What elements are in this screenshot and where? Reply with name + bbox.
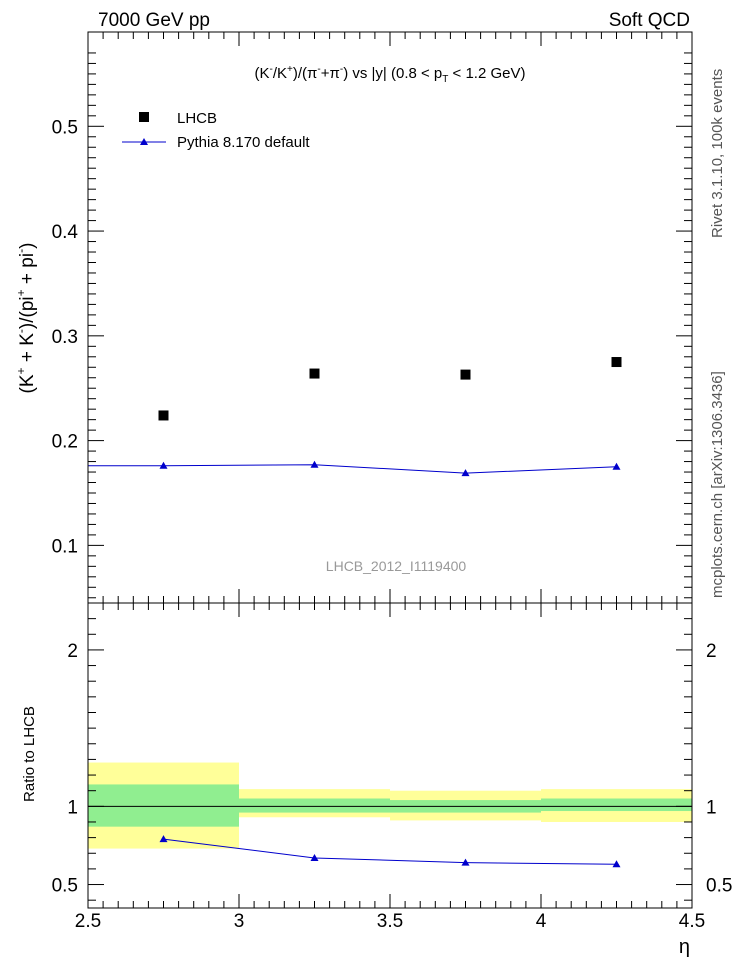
title-part: +: [287, 64, 293, 75]
x-tick-label: 2.5: [75, 911, 101, 932]
ylabel-part: -: [14, 329, 28, 333]
pythia-point: [159, 461, 168, 469]
title-part: T: [442, 74, 448, 85]
ylabel-part: + pi: [17, 253, 38, 289]
main-y-tick-labels: 0.1 0.2 0.3 0.4 0.5: [52, 117, 79, 557]
y-tick-label: 0.5: [52, 117, 78, 138]
x-tick-label: 4: [536, 911, 547, 932]
title-part: -: [317, 64, 320, 75]
ratio-pythia-point: [461, 858, 470, 866]
x-tick-label: 4.5: [679, 911, 705, 932]
ylabel-part: ): [17, 243, 38, 249]
lhcb-point: [309, 368, 320, 379]
lhcb-point: [611, 357, 622, 368]
ratio-y-tick-label-right: 0.5: [706, 876, 732, 897]
ylabel-part: -: [14, 249, 28, 253]
title-part: ) vs |y| (0.8 < p: [343, 65, 442, 82]
ratio-band-inner: [88, 784, 239, 827]
title-part: (K: [255, 65, 270, 82]
ratio-panel: 0.5 0.5 1 1 2 2 2.5 3 3.5 4 4.5 Ratio to LHCB η: [21, 602, 733, 958]
ratio-y-axis-label: Ratio to LHCB: [21, 706, 38, 802]
ylabel-part: (K: [17, 374, 38, 393]
ratio-pythia-point: [310, 853, 319, 861]
main-series: [88, 357, 622, 477]
y-tick-label: 0.4: [52, 222, 79, 243]
ratio-pythia-point: [159, 835, 168, 843]
ratio-axis-ticks: [87, 603, 693, 908]
ratio-band-inner: [239, 798, 390, 813]
ratio-y-tick-label: 0.5: [52, 876, 78, 897]
y-tick-label: 0.1: [52, 536, 78, 557]
pythia-line: [163, 464, 617, 474]
ylabel-part: +: [14, 367, 28, 374]
ylabel-part: )/(pi: [17, 296, 38, 329]
ratio-y-tick-labels: 0.5 0.5 1 1 2 2: [52, 641, 733, 897]
title-part: )/(π: [293, 65, 318, 82]
pythia-point: [461, 469, 470, 477]
title-part: +π: [321, 65, 340, 82]
ratio-frame: [87, 602, 693, 909]
ratio-y-tick-label-right: 2: [706, 641, 717, 662]
title-part: < 1.2 GeV): [448, 65, 525, 82]
ylabel-part: + K: [17, 333, 38, 368]
mcplots-label: mcplots.cern.ch [arXiv:1306.3436]: [709, 371, 726, 598]
watermark: LHCB_2012_I1119400: [326, 558, 467, 574]
title-part: /K: [273, 65, 287, 82]
plot-title: (K-/K+)/(π-+π-) vs |y| (0.8 < pT < 1.2 G…: [255, 64, 526, 85]
header-left: 7000 GeV pp: [98, 10, 210, 31]
main-axis-ticks: [87, 32, 693, 603]
x-tick-label: 3.5: [377, 911, 403, 932]
header-right: Soft QCD: [609, 10, 690, 31]
main-panel: 0.10.20.30.40.5 (K-/K+)/(π-+π-) vs |y| (…: [14, 31, 693, 604]
lhcb-point: [158, 410, 169, 421]
ylabel-part: +: [14, 289, 28, 296]
pythia-point: [612, 462, 621, 470]
y-tick-label: 0.2: [52, 432, 78, 453]
ratio-pythia-point: [612, 860, 621, 868]
lhcb-point: [460, 369, 471, 380]
ratio-series: [159, 835, 621, 868]
legend-pythia-label: Pythia 8.170 default: [177, 134, 310, 151]
title-part: -: [270, 64, 273, 75]
title-part: -: [340, 64, 343, 75]
legend: LHCB Pythia 8.170 default: [122, 110, 310, 151]
ratio-y-tick-label: 1: [67, 797, 78, 818]
pythia-point: [310, 460, 319, 468]
ratio-bands: [88, 762, 692, 849]
legend-lhcb-label: LHCB: [177, 110, 217, 127]
legend-lhcb-marker: [139, 112, 149, 122]
x-tick-label: 3: [234, 911, 245, 932]
ratio-band-inner: [541, 798, 692, 812]
ratio-pythia-line: [163, 838, 617, 865]
legend-pythia-marker: [140, 138, 148, 145]
x-axis-label: η: [679, 936, 690, 958]
rivet-label: Rivet 3.1.10, 100k events: [709, 69, 726, 238]
ratio-y-tick-label-right: 1: [706, 797, 717, 818]
x-tick-labels: 2.5 3 3.5 4 4.5: [75, 911, 705, 932]
ratio-y-tick-label: 2: [67, 641, 78, 662]
y-axis-label: (K+ + K-)/(pi+ + pi-): [14, 243, 38, 394]
y-tick-label: 0.3: [52, 327, 78, 348]
